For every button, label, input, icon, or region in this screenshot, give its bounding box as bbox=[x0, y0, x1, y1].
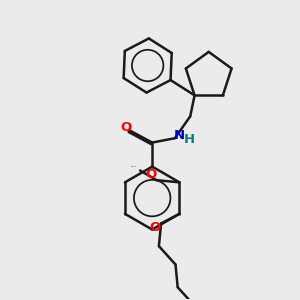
Text: N: N bbox=[173, 129, 184, 142]
Text: methoxy: methoxy bbox=[130, 166, 137, 167]
Text: O: O bbox=[145, 168, 156, 182]
Text: H: H bbox=[184, 133, 195, 146]
Text: O: O bbox=[150, 221, 161, 234]
Text: O: O bbox=[120, 121, 132, 134]
